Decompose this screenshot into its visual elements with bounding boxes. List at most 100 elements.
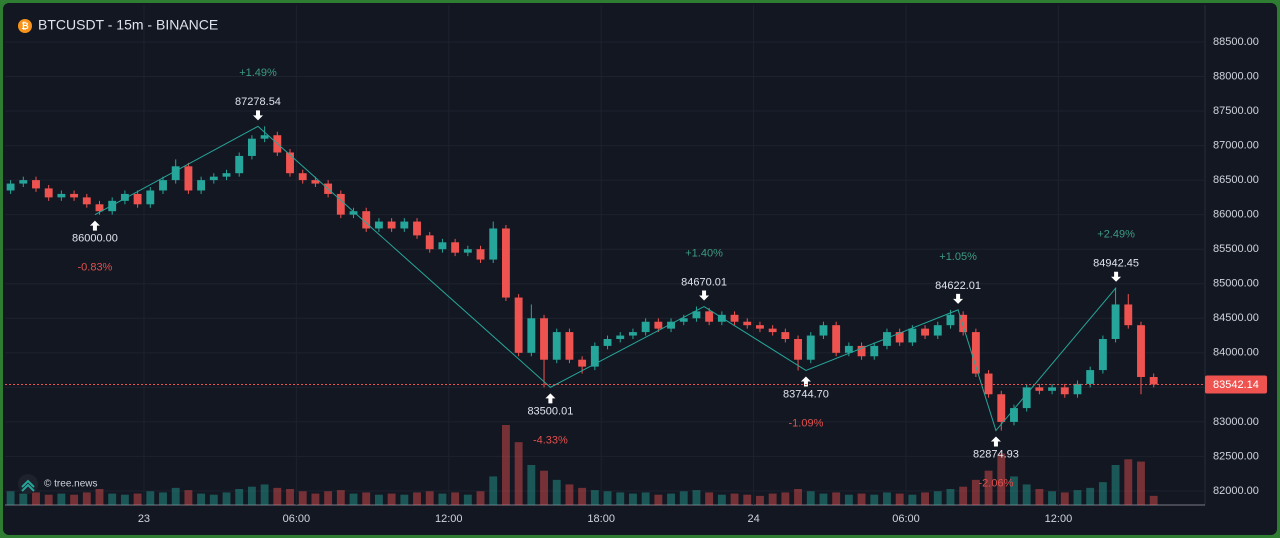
- volume-bar: [844, 494, 853, 505]
- volume-bar: [641, 492, 650, 505]
- y-tick-label: 84500.00: [1213, 312, 1259, 324]
- volume-bar: [768, 493, 777, 505]
- axis-layer: 82000.0082500.0083000.0083500.0084000.00…: [138, 36, 1267, 525]
- y-tick-label: 85500.00: [1213, 243, 1259, 255]
- candle-body: [311, 180, 320, 184]
- pivot-change-label: -2.06%: [979, 477, 1014, 489]
- candle-body: [451, 242, 460, 253]
- volume-bar: [794, 489, 802, 505]
- volume-bar: [870, 494, 879, 505]
- candle-body: [184, 166, 193, 191]
- pivot-arrow: [953, 293, 964, 304]
- y-tick-label: 88500.00: [1213, 36, 1259, 48]
- volume-bar: [578, 487, 587, 505]
- candle-body: [95, 204, 104, 212]
- pivot-change-label: -0.83%: [77, 262, 112, 274]
- volume-bar: [501, 425, 510, 505]
- volume-bar: [159, 492, 167, 505]
- candle-layer: [6, 126, 1158, 431]
- volume-bar: [489, 476, 498, 505]
- volume-bar: [552, 479, 561, 505]
- candle-body: [819, 325, 828, 336]
- candle-body: [578, 359, 587, 367]
- pivot-change-label: -4.33%: [533, 434, 568, 446]
- volume-bar: [120, 494, 129, 505]
- volume-bar: [70, 494, 79, 505]
- volume-bar: [921, 492, 930, 505]
- volume-bar: [590, 490, 599, 505]
- candle-body: [298, 173, 307, 181]
- y-tick-label: 84000.00: [1213, 347, 1259, 359]
- annotation-layer: 86000.00 -0.83% 87278.54 +1.49% 83500.01 -4.3…: [5, 67, 1205, 489]
- pivot-price-label: 83744.70: [783, 388, 829, 400]
- volume-bar: [209, 494, 218, 505]
- volume-bar: [1010, 476, 1018, 505]
- y-tick-label: 86000.00: [1213, 209, 1259, 221]
- candle-body: [806, 335, 815, 360]
- volume-bar: [692, 490, 701, 505]
- candle-body: [463, 249, 472, 253]
- volume-bar: [374, 494, 383, 505]
- x-tick-label: 24: [747, 513, 759, 525]
- volume-bar: [1073, 490, 1082, 505]
- volume-bar: [171, 487, 180, 505]
- candle-body: [616, 335, 625, 340]
- candle-body: [654, 321, 663, 329]
- volume-bar: [895, 493, 904, 505]
- y-tick-label: 86500.00: [1213, 174, 1259, 186]
- volume-bar: [133, 493, 142, 505]
- volume-bar: [756, 495, 764, 505]
- candle-body: [705, 311, 714, 322]
- candle-body: [1137, 325, 1145, 377]
- volume-bar: [44, 494, 53, 505]
- volume-bar: [1048, 491, 1057, 505]
- candle-body: [197, 180, 206, 191]
- volume-bar: [247, 486, 256, 505]
- volume-bar: [146, 491, 155, 505]
- candle-body: [921, 328, 930, 336]
- pivot-price-label: 86000.00: [72, 233, 118, 245]
- volume-bar: [95, 489, 104, 505]
- x-tick-label: 23: [138, 513, 150, 525]
- pivot-price-label: 84670.01: [681, 276, 727, 288]
- volume-bar: [971, 479, 980, 505]
- volume-bar: [527, 465, 536, 505]
- candle-body: [768, 328, 777, 333]
- volume-bar: [514, 442, 523, 505]
- pivot-change-label: +2.49%: [1097, 229, 1135, 241]
- volume-bar: [1149, 495, 1158, 505]
- candle-body: [603, 339, 612, 346]
- candle-body: [1048, 387, 1057, 391]
- volume-bar: [832, 492, 841, 505]
- candle-body: [44, 188, 53, 198]
- volume-bar: [1035, 489, 1044, 505]
- candle-body: [133, 193, 142, 205]
- candle-body: [832, 325, 841, 353]
- volume-bar: [1098, 482, 1107, 505]
- candle-body: [895, 332, 904, 343]
- volume-bar: [1022, 484, 1031, 505]
- volume-bar: [540, 470, 548, 505]
- candle-body: [883, 332, 891, 346]
- chart-title: BTCUSDT - 15m - BINANCE: [38, 17, 218, 33]
- candle-body: [1073, 383, 1082, 395]
- candle-body: [552, 332, 561, 360]
- candle-body: [844, 345, 853, 353]
- volume-bar: [235, 489, 244, 505]
- volume-bar: [298, 491, 307, 505]
- pivot-price-label: 82874.93: [973, 448, 1019, 460]
- x-tick-label: 12:00: [1045, 513, 1073, 525]
- candle-body: [590, 345, 599, 367]
- y-tick-label: 85000.00: [1213, 278, 1259, 290]
- pivot-arrow: [990, 436, 1001, 447]
- x-tick-label: 18:00: [587, 513, 615, 525]
- volume-bar: [425, 491, 434, 505]
- volume-bar: [19, 493, 28, 505]
- candle-body: [959, 314, 968, 333]
- volume-bar: [273, 487, 282, 505]
- candle-body: [908, 328, 917, 343]
- candle-body: [679, 318, 688, 322]
- volume-bar: [82, 492, 91, 505]
- candle-body: [489, 228, 498, 260]
